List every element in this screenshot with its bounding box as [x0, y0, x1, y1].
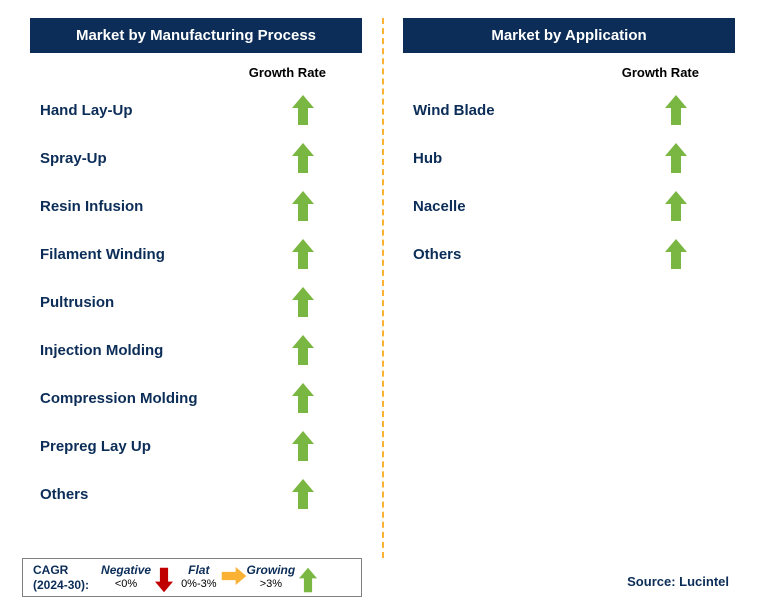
up-arrow-icon — [292, 286, 314, 318]
up-arrow-icon — [292, 334, 314, 366]
list-item: Nacelle — [413, 182, 725, 230]
list-item: Pultrusion — [40, 278, 352, 326]
list-item: Filament Winding — [40, 230, 352, 278]
legend-cagr-line1: CAGR — [33, 563, 89, 577]
left-rows: Hand Lay-Up Spray-Up Resin Infusion Filamen… — [22, 86, 370, 518]
item-label: Injection Molding — [40, 342, 163, 359]
right-rows: Wind Blade Hub Nacelle Others — [395, 86, 743, 278]
up-arrow-icon — [665, 190, 687, 222]
up-arrow-icon — [292, 94, 314, 126]
item-label: Others — [40, 486, 88, 503]
growth-rate-label-left: Growth Rate — [22, 53, 370, 86]
legend-item: Flat0%-3% — [181, 564, 216, 590]
item-label: Pultrusion — [40, 294, 114, 311]
right-column: Market by Application Growth Rate Wind B… — [395, 18, 743, 558]
item-label: Prepreg Lay Up — [40, 438, 151, 455]
legend-cagr-label: CAGR (2024-30): — [33, 563, 89, 592]
list-item: Injection Molding — [40, 326, 352, 374]
left-column-header: Market by Manufacturing Process — [30, 18, 362, 53]
up-arrow-icon — [299, 567, 321, 589]
item-label: Spray-Up — [40, 150, 107, 167]
legend-item-top: Growing — [247, 564, 296, 578]
up-arrow-icon — [292, 238, 314, 270]
left-column: Market by Manufacturing Process Growth R… — [22, 18, 370, 558]
list-item: Others — [40, 470, 352, 518]
legend-item-bot: <0% — [115, 578, 137, 591]
legend-item-top: Negative — [101, 564, 151, 578]
item-label: Resin Infusion — [40, 198, 143, 215]
list-item: Prepreg Lay Up — [40, 422, 352, 470]
up-arrow-icon — [292, 142, 314, 174]
legend-item: Negative<0% — [101, 564, 151, 590]
up-arrow-icon — [292, 382, 314, 414]
up-arrow-icon — [292, 430, 314, 462]
up-arrow-icon — [292, 478, 314, 510]
up-arrow-icon — [292, 190, 314, 222]
list-item: Spray-Up — [40, 134, 352, 182]
list-item: Hub — [413, 134, 725, 182]
columns-container: Market by Manufacturing Process Growth R… — [22, 18, 743, 558]
item-label: Hub — [413, 150, 442, 167]
list-item: Compression Molding — [40, 374, 352, 422]
list-item: Wind Blade — [413, 86, 725, 134]
up-arrow-icon — [665, 94, 687, 126]
item-label: Filament Winding — [40, 246, 165, 263]
list-item: Others — [413, 230, 725, 278]
column-divider — [370, 18, 395, 558]
up-arrow-icon — [665, 238, 687, 270]
cagr-legend: CAGR (2024-30): Negative<0% Flat0%-3% Grow… — [22, 558, 362, 597]
item-label: Compression Molding — [40, 390, 198, 407]
source-label: Source: Lucintel — [627, 574, 729, 589]
up-arrow-icon — [665, 142, 687, 174]
legend-item-top: Flat — [188, 564, 209, 578]
list-item: Hand Lay-Up — [40, 86, 352, 134]
right-column-header: Market by Application — [403, 18, 735, 53]
legend-cagr-line2: (2024-30): — [33, 578, 89, 592]
item-label: Others — [413, 246, 461, 263]
item-label: Hand Lay-Up — [40, 102, 133, 119]
list-item: Resin Infusion — [40, 182, 352, 230]
item-label: Wind Blade — [413, 102, 495, 119]
down-arrow-icon — [155, 567, 177, 589]
legend-items: Negative<0% Flat0%-3% Growing>3% — [101, 564, 323, 590]
item-label: Nacelle — [413, 198, 466, 215]
legend-item: Growing>3% — [247, 564, 296, 590]
right-arrow-icon — [221, 567, 243, 589]
legend-item-bot: >3% — [260, 578, 282, 591]
legend-item-bot: 0%-3% — [181, 578, 216, 591]
growth-rate-label-right: Growth Rate — [395, 53, 743, 86]
